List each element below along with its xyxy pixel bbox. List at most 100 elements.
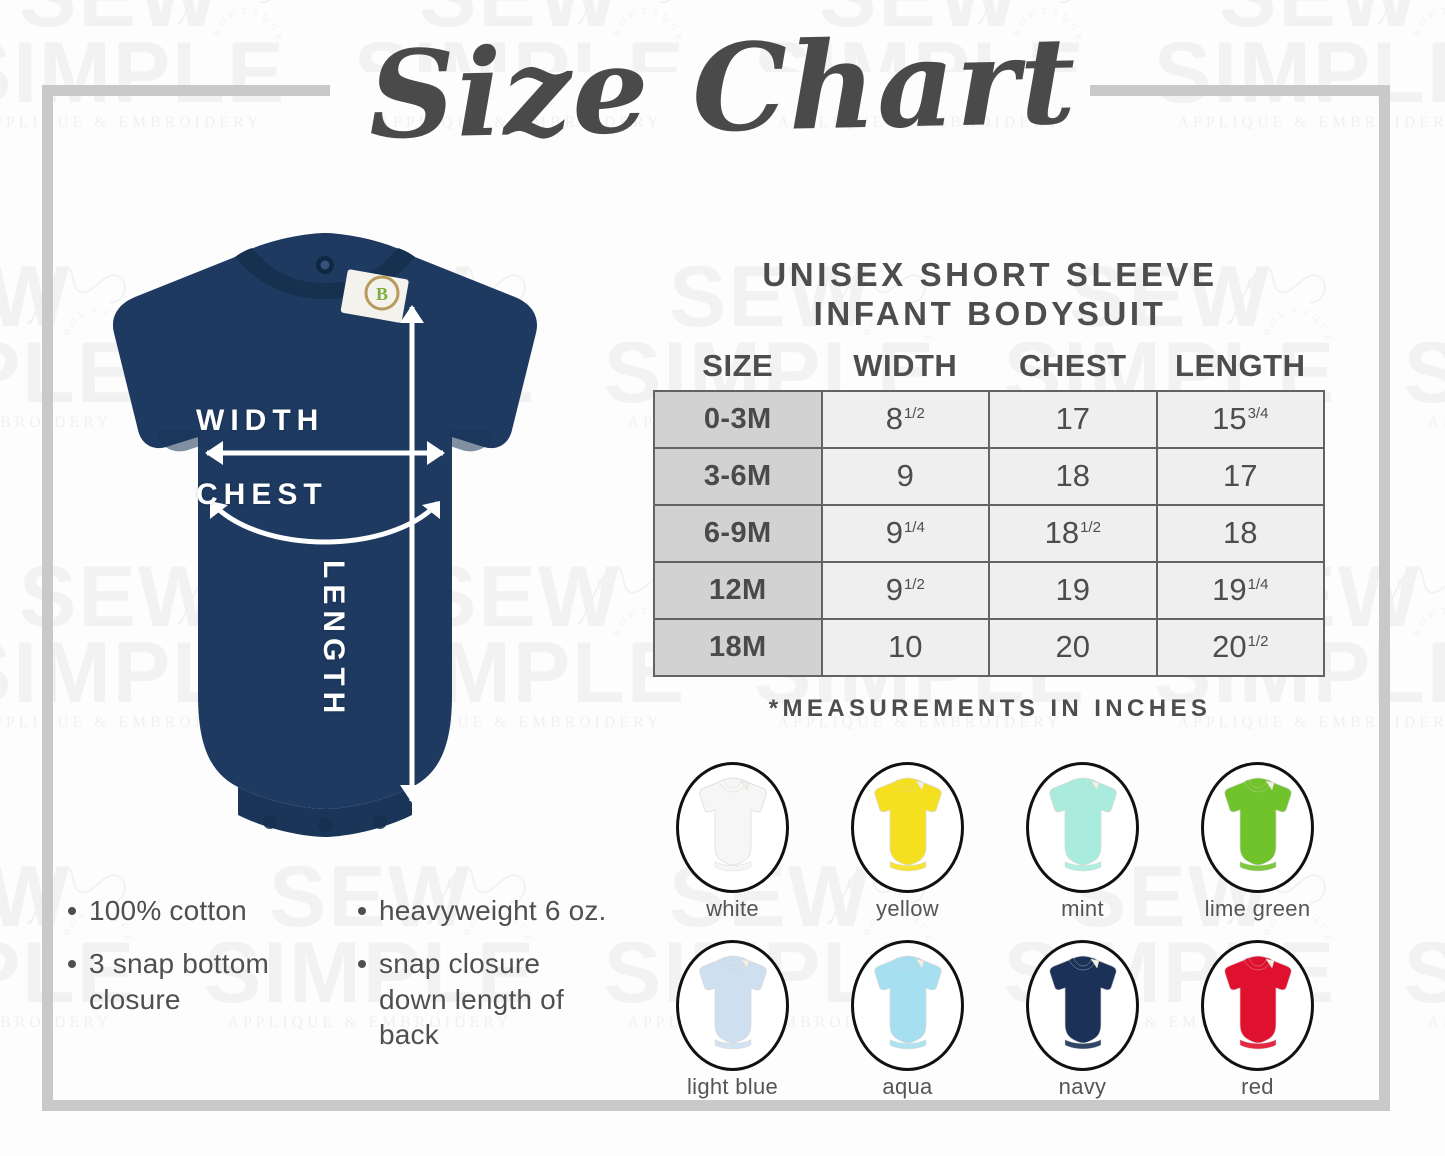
feature-text: snap closure down length of back: [379, 948, 564, 1050]
table-cell-size: 3-6M: [653, 446, 823, 506]
brand-tag: B: [340, 269, 409, 323]
length-label: LENGTH: [317, 560, 350, 720]
bodysuit-icon: [1047, 777, 1119, 878]
bullet-dot: [68, 907, 76, 915]
table-cell: 17: [1155, 446, 1325, 506]
table-row: 12M 91/2 19 191/4: [653, 560, 1325, 620]
bodysuit-shape: B: [112, 233, 538, 837]
table-cell: 181/2: [988, 503, 1158, 563]
table-cell: 17: [988, 389, 1158, 449]
svg-text:T: T: [1441, 606, 1445, 616]
svg-text:U: U: [1427, 608, 1438, 620]
color-swatch[interactable]: yellow: [820, 762, 995, 922]
table-cell: 19: [988, 560, 1158, 620]
feature-text: 100% cotton: [89, 895, 247, 926]
col-header-size: SIZE: [702, 347, 774, 383]
svg-text:U: U: [227, 8, 238, 20]
bodysuit-icon: [1222, 777, 1294, 878]
bodysuit-icon: [697, 955, 769, 1056]
table-cell: 91/4: [820, 503, 990, 563]
bullet-dot: [68, 960, 76, 969]
swatch-label: aqua: [882, 1074, 933, 1099]
table-row: 3-6M 9 18 17: [653, 446, 1325, 506]
svg-text:B: B: [1411, 628, 1422, 637]
table-row: 0-3M 81/2 17 153/4: [653, 389, 1325, 449]
width-arrow: [205, 441, 445, 465]
swatch-circle: [1201, 940, 1314, 1071]
color-swatch[interactable]: aqua: [820, 940, 995, 1100]
swatch-circle: [1026, 762, 1139, 893]
table-cell: 9: [820, 446, 990, 506]
swatch-label: white: [706, 896, 759, 921]
swatch-label: yellow: [876, 896, 939, 921]
color-swatch[interactable]: red: [1170, 940, 1345, 1100]
col-header-width: WIDTH: [853, 347, 958, 383]
bullet-dot: [358, 907, 366, 915]
table-cell: 191/4: [1155, 560, 1325, 620]
svg-text:B: B: [376, 284, 388, 304]
table-cell: 18: [1155, 503, 1325, 563]
measurements-note: *MEASUREMENTS IN INCHES: [768, 694, 1212, 722]
chest-arrow: [210, 501, 440, 545]
svg-text:O: O: [217, 16, 229, 28]
swatch-label: navy: [1058, 1074, 1107, 1099]
swatch-circle: [676, 762, 789, 893]
swatch-label: lime green: [1204, 896, 1311, 921]
svg-text:U: U: [627, 8, 638, 20]
width-label: WIDTH: [196, 404, 325, 437]
product-title: UNISEX SHORT SLEEVE INFANT BODYSUIT: [640, 256, 1340, 334]
table-cell: 18: [988, 446, 1158, 506]
color-swatch[interactable]: navy: [995, 940, 1170, 1100]
swatch-label: mint: [1061, 896, 1104, 921]
feature-item: 3 snap bottom closure: [68, 946, 358, 1017]
col-header-length: LENGTH: [1175, 347, 1306, 383]
color-swatch[interactable]: light blue: [645, 940, 820, 1100]
bodysuit-icon: [872, 955, 944, 1056]
color-swatch[interactable]: mint: [995, 762, 1170, 922]
feature-item: snap closure down length of back: [358, 946, 613, 1052]
table-cell: 20: [988, 617, 1158, 677]
size-table: SIZE WIDTH CHEST LENGTH 0-3M 81/2 17 153…: [653, 348, 1325, 677]
table-row: 6-9M 91/4 181/2 18: [653, 503, 1325, 563]
feature-column-left: 100% cotton 3 snap bottom closure: [68, 893, 358, 1070]
chest-label: CHEST: [196, 478, 328, 511]
page-title: Size Chart: [367, 10, 1078, 167]
color-swatch[interactable]: white: [645, 762, 820, 922]
feature-text: 3 snap bottom closure: [89, 948, 270, 1015]
product-title-line2: INFANT BODYSUIT: [813, 294, 1167, 332]
table-cell-size: 18M: [653, 617, 823, 677]
table-cell: 153/4: [1155, 389, 1325, 449]
svg-text:Q: Q: [261, 12, 273, 24]
bullet-dot: [358, 960, 366, 969]
size-info-panel: UNISEX SHORT SLEEVE INFANT BODYSUIT SIZE…: [640, 256, 1340, 723]
swatch-circle: [676, 940, 789, 1071]
svg-text:I: I: [653, 7, 659, 17]
svg-text:B: B: [611, 628, 622, 637]
swatch-label: light blue: [686, 1074, 779, 1099]
bodysuit-illustration: B: [60, 225, 590, 865]
table-cell: 201/2: [1155, 617, 1325, 677]
table-cell-size: 12M: [653, 560, 823, 620]
feature-list: 100% cotton 3 snap bottom closure heavyw…: [68, 893, 613, 1070]
svg-text:I: I: [253, 7, 259, 17]
swatch-circle: [851, 940, 964, 1071]
feature-item: heavyweight 6 oz.: [358, 893, 613, 928]
col-header-chest: CHEST: [1018, 347, 1127, 383]
feature-item: 100% cotton: [68, 893, 358, 928]
table-cell: 10: [820, 617, 990, 677]
product-title-line1: UNISEX SHORT SLEEVE: [762, 256, 1218, 293]
color-swatch[interactable]: lime green: [1170, 762, 1345, 922]
neck-snap: [316, 256, 334, 274]
bodysuit-icon: [872, 777, 944, 878]
svg-text:O: O: [1417, 616, 1429, 628]
feature-text: heavyweight 6 oz.: [379, 895, 607, 926]
bodysuit-icon: [1222, 955, 1294, 1056]
table-header-row: SIZE WIDTH CHEST LENGTH: [654, 348, 1324, 391]
feature-column-right: heavyweight 6 oz. snap closure down leng…: [358, 893, 613, 1070]
swatch-circle: [1201, 762, 1314, 893]
swatch-label: red: [1241, 1074, 1274, 1099]
length-arrow: [400, 305, 424, 803]
